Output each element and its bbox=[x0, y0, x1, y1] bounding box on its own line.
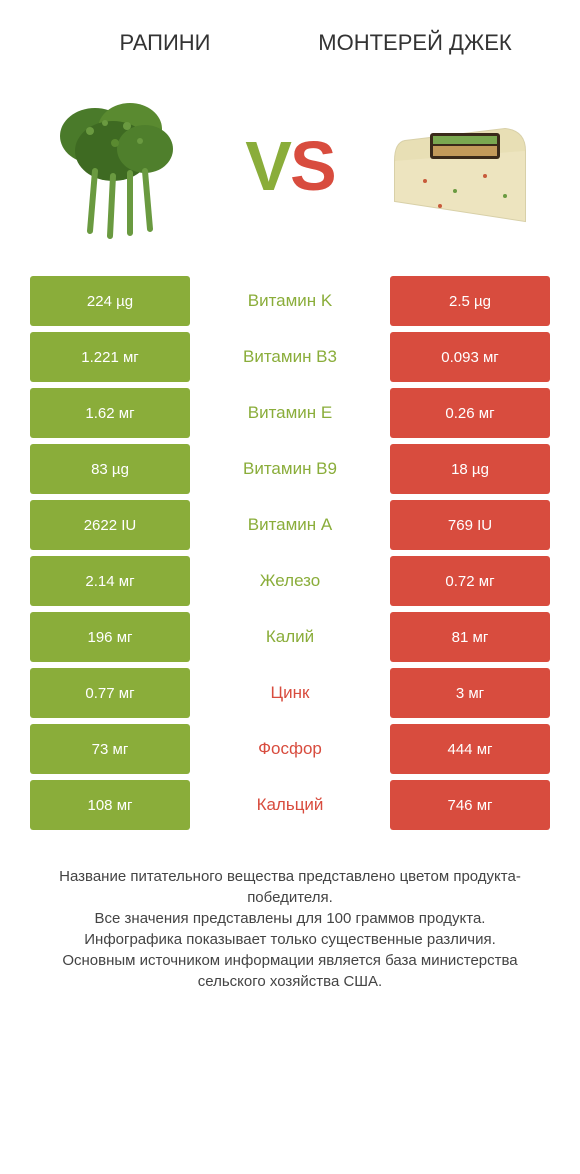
left-value: 108 мг bbox=[30, 780, 190, 830]
header: РАПИНИ МОНТЕРЕЙ ДЖЕК bbox=[0, 0, 580, 66]
right-value: 444 мг bbox=[390, 724, 550, 774]
table-row: 1.221 мгВитамин B30.093 мг bbox=[30, 332, 550, 382]
table-row: 2.14 мгЖелезо0.72 мг bbox=[30, 556, 550, 606]
table-row: 224 µgВитамин K2.5 µg bbox=[30, 276, 550, 326]
nutrient-label: Витамин B9 bbox=[190, 444, 390, 494]
nutrient-label: Калий bbox=[190, 612, 390, 662]
nutrient-label: Витамин E bbox=[190, 388, 390, 438]
footnote-line: Инфографика показывает только существенн… bbox=[30, 929, 550, 950]
images-row: VS bbox=[0, 66, 580, 276]
right-value: 0.72 мг bbox=[390, 556, 550, 606]
vs-v: V bbox=[245, 127, 290, 205]
footnote-line: Название питательного вещества представл… bbox=[30, 866, 550, 908]
right-product-title: МОНТЕРЕЙ ДЖЕК bbox=[290, 30, 540, 56]
table-row: 0.77 мгЦинк3 мг bbox=[30, 668, 550, 718]
left-value: 196 мг bbox=[30, 612, 190, 662]
rapini-icon bbox=[35, 81, 205, 251]
table-row: 83 µgВитамин B918 µg bbox=[30, 444, 550, 494]
footnote: Название питательного вещества представл… bbox=[0, 836, 580, 992]
left-value: 83 µg bbox=[30, 444, 190, 494]
footnote-line: Основным источником информации является … bbox=[30, 950, 550, 992]
left-value: 0.77 мг bbox=[30, 668, 190, 718]
table-row: 108 мгКальций746 мг bbox=[30, 780, 550, 830]
vs-s: S bbox=[290, 127, 335, 205]
left-value: 2622 IU bbox=[30, 500, 190, 550]
table-row: 2622 IUВитамин A769 IU bbox=[30, 500, 550, 550]
table-row: 1.62 мгВитамин E0.26 мг bbox=[30, 388, 550, 438]
left-value: 1.221 мг bbox=[30, 332, 190, 382]
footnote-line: Все значения представлены для 100 граммо… bbox=[30, 908, 550, 929]
right-value: 81 мг bbox=[390, 612, 550, 662]
table-row: 196 мгКалий81 мг bbox=[30, 612, 550, 662]
left-value: 2.14 мг bbox=[30, 556, 190, 606]
left-product-title: РАПИНИ bbox=[40, 30, 290, 56]
cheese-image bbox=[370, 76, 550, 256]
right-value: 0.26 мг bbox=[390, 388, 550, 438]
right-value: 18 µg bbox=[390, 444, 550, 494]
nutrient-label: Витамин B3 bbox=[190, 332, 390, 382]
right-value: 0.093 мг bbox=[390, 332, 550, 382]
nutrient-label: Фосфор bbox=[190, 724, 390, 774]
left-value: 224 µg bbox=[30, 276, 190, 326]
nutrient-label: Витамин A bbox=[190, 500, 390, 550]
comparison-table: 224 µgВитамин K2.5 µg1.221 мгВитамин B30… bbox=[0, 276, 580, 830]
left-value: 73 мг bbox=[30, 724, 190, 774]
nutrient-label: Железо bbox=[190, 556, 390, 606]
right-value: 2.5 µg bbox=[390, 276, 550, 326]
nutrient-label: Витамин K bbox=[190, 276, 390, 326]
vs-label: VS bbox=[245, 126, 334, 206]
right-value: 746 мг bbox=[390, 780, 550, 830]
right-value: 3 мг bbox=[390, 668, 550, 718]
nutrient-label: Цинк bbox=[190, 668, 390, 718]
cheese-icon bbox=[375, 81, 545, 251]
right-value: 769 IU bbox=[390, 500, 550, 550]
nutrient-label: Кальций bbox=[190, 780, 390, 830]
rapini-image bbox=[30, 76, 210, 256]
table-row: 73 мгФосфор444 мг bbox=[30, 724, 550, 774]
left-value: 1.62 мг bbox=[30, 388, 190, 438]
